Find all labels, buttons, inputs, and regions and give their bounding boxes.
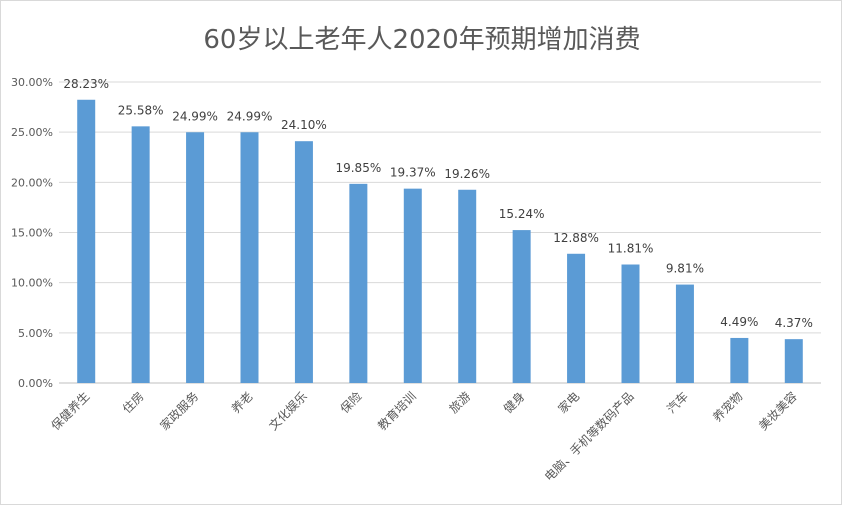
x-tick-label: 家政服务 [157,389,202,434]
x-tick-label: 家电 [555,389,583,417]
x-tick-label: 养宠物 [709,389,745,425]
data-label: 19.37% [390,166,436,180]
y-tick-label: 5.00% [18,327,53,340]
x-tick-label: 文化娱乐 [265,389,310,434]
x-tick-label: 旅游 [446,389,473,416]
bar [77,99,96,383]
data-label: 19.26% [444,167,490,181]
x-tick-label: 保险 [337,389,365,417]
bar [512,230,531,383]
bar [186,132,205,383]
y-tick-label: 0.00% [18,377,53,390]
data-label: 4.49% [720,315,758,329]
data-label: 9.81% [666,262,704,276]
x-tick-label: 健身 [500,389,528,417]
bar [567,253,586,383]
data-label: 24.99% [227,109,273,123]
data-label: 28.23% [63,77,109,91]
data-label: 11.81% [608,242,654,256]
bar [349,183,368,383]
y-tick-label: 15.00% [11,227,53,240]
data-label: 25.58% [118,103,164,117]
data-label: 12.88% [553,231,599,245]
x-tick-label: 教育培训 [374,389,419,434]
data-label: 15.24% [499,207,545,221]
bar [131,126,150,383]
data-label: 19.85% [335,161,381,175]
bar [294,141,313,383]
data-label: 4.37% [775,316,813,330]
bar [621,264,640,383]
y-tick-label: 25.00% [11,126,53,139]
data-label: 24.10% [281,118,327,132]
x-tick-label: 保健养生 [48,389,93,434]
y-tick-label: 20.00% [11,176,53,189]
x-tick-label: 汽车 [663,389,691,417]
y-tick-label: 30.00% [11,76,53,89]
x-tick-label: 电脑、手机等数码产品 [541,389,636,484]
x-tick-label: 住房 [119,389,147,417]
data-label: 24.99% [172,109,218,123]
x-tick-label: 美妆美容 [755,389,800,434]
bar [403,188,422,383]
y-tick-label: 10.00% [11,277,53,290]
bar [784,339,803,383]
bar [675,284,694,383]
bar [458,189,477,383]
bar [730,337,749,383]
x-tick-label: 养老 [228,389,256,417]
chart-title: 60岁以上老年人2020年预期增加消费 [203,25,641,55]
bar [240,132,259,383]
